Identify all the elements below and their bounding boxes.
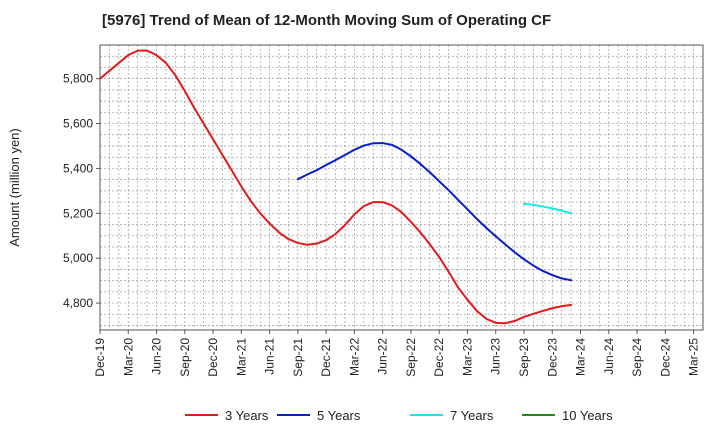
series-line-3-years <box>99 49 573 325</box>
x-tick-label: Jun-22 <box>376 338 390 375</box>
x-tick-label: Mar-20 <box>121 338 135 376</box>
y-tick-label: 5,200 <box>63 206 93 220</box>
x-tick-label: Dec-23 <box>545 338 559 377</box>
x-tick-label: Mar-25 <box>687 338 701 376</box>
x-tick-label: Jun-20 <box>150 338 164 375</box>
x-tick-label: Dec-24 <box>658 338 672 377</box>
x-tick-label: Sep-23 <box>517 338 531 377</box>
y-tick-label: 5,800 <box>63 72 93 86</box>
x-tick-label: Dec-21 <box>319 338 333 377</box>
x-tick-label: Jun-21 <box>263 338 277 375</box>
y-tick-label: 5,600 <box>63 117 93 131</box>
x-tick-label: Jun-23 <box>489 338 503 375</box>
x-tick-label: Dec-20 <box>206 338 220 377</box>
grid <box>100 45 703 330</box>
x-tick-label: Dec-19 <box>93 338 107 377</box>
x-tick-label: Sep-21 <box>291 338 305 377</box>
x-axis: Dec-19 Mar-20 Jun-20 Sep-20 Dec-20 Mar-21 Jun-… <box>93 330 701 377</box>
y-axis: 4,800 5,000 5,200 5,400 5,600 5,800 <box>63 72 100 310</box>
x-tick-label: Sep-22 <box>404 338 418 377</box>
legend: 3 Years 5 Years 7 Years 10 Years <box>185 408 613 423</box>
legend-label: 3 Years <box>225 408 269 423</box>
plot-frame <box>99 44 704 331</box>
x-tick-label: Mar-21 <box>234 338 248 376</box>
x-tick-label: Mar-22 <box>347 338 361 376</box>
x-tick-label: Jun-24 <box>602 338 616 375</box>
series-line-7-years <box>522 202 573 215</box>
x-tick-label: Dec-22 <box>432 338 446 377</box>
x-tick-label: Sep-24 <box>630 338 644 377</box>
y-tick-label: 4,800 <box>63 296 93 310</box>
series-line-5-years <box>296 142 573 282</box>
y-tick-label: 5,400 <box>63 161 93 175</box>
x-tick-label: Sep-20 <box>178 338 192 377</box>
series-lines <box>99 49 573 325</box>
legend-label: 7 Years <box>450 408 494 423</box>
y-tick-label: 5,000 <box>63 251 93 265</box>
y-axis-label: Amount (million yen) <box>7 128 22 247</box>
chart-title: [5976] Trend of Mean of 12-Month Moving … <box>102 12 552 29</box>
legend-label: 5 Years <box>317 408 361 423</box>
x-tick-label: Mar-24 <box>574 338 588 376</box>
x-tick-label: Mar-23 <box>460 338 474 376</box>
legend-label: 10 Years <box>562 408 613 423</box>
